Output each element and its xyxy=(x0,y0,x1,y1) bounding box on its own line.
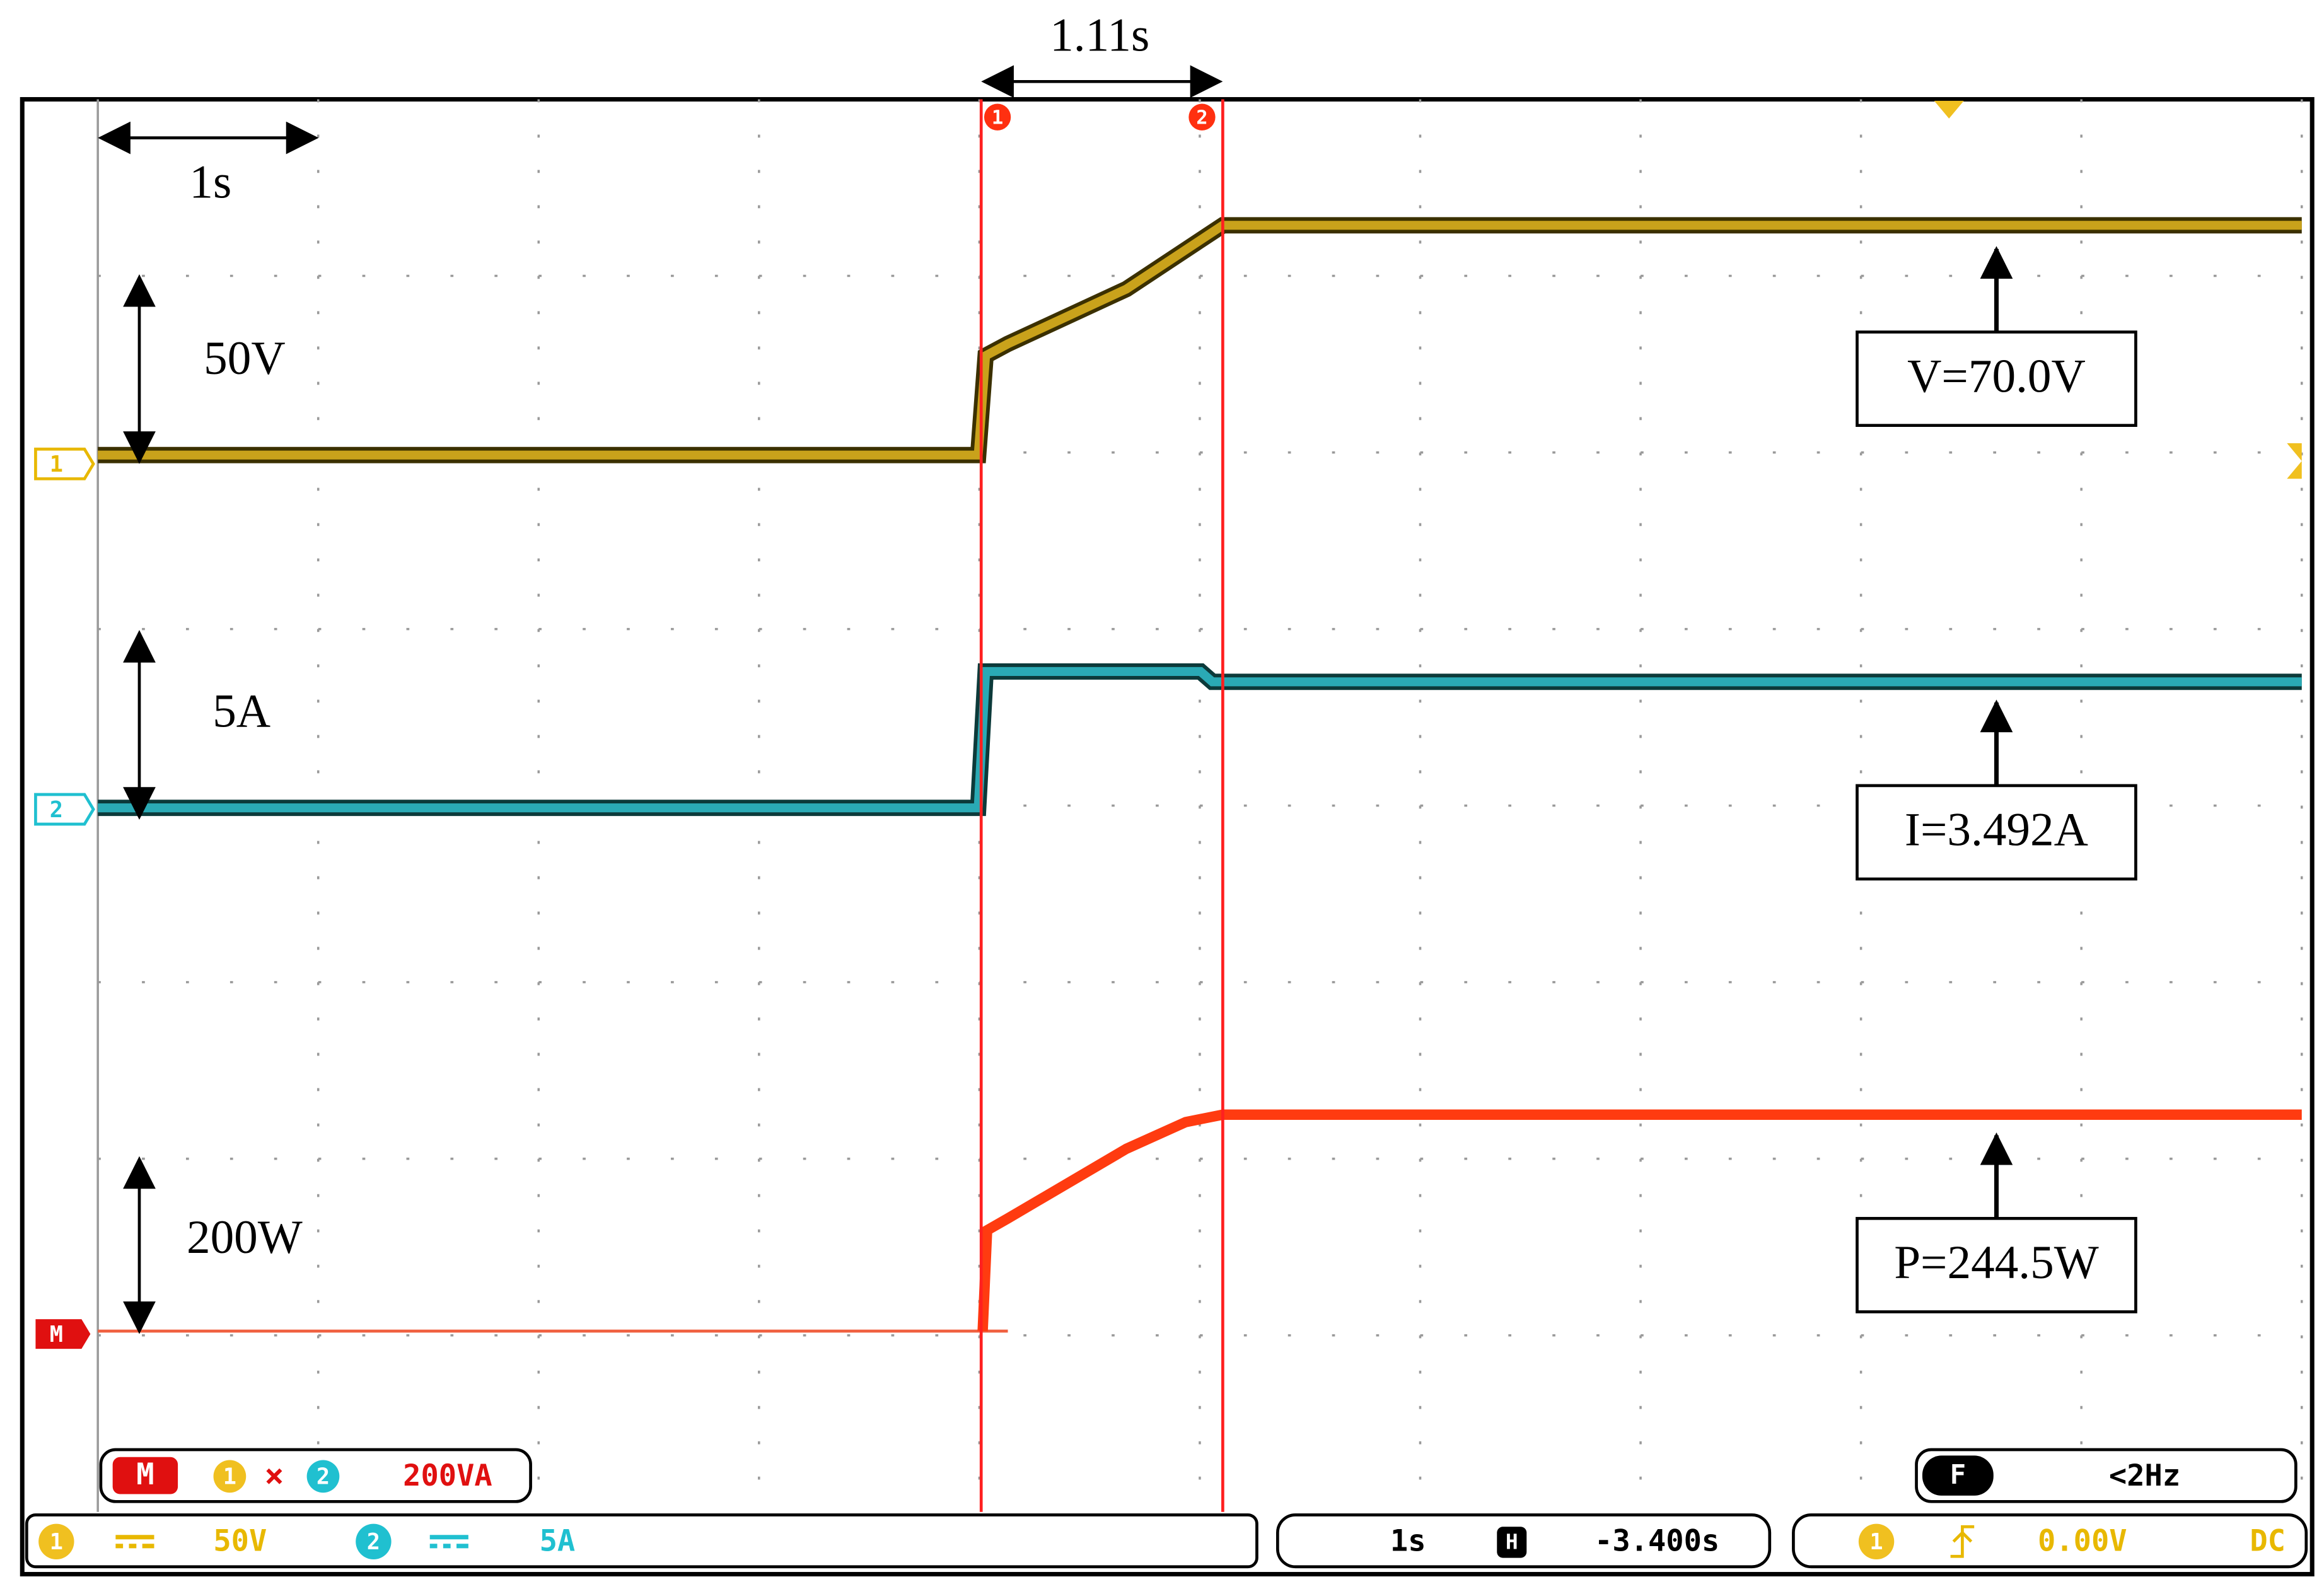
math-badge xyxy=(112,1457,178,1494)
channel-badge xyxy=(1858,1523,1895,1559)
math-scale: 200VA xyxy=(403,1458,492,1493)
channel-marker: M xyxy=(50,1322,63,1347)
timebase: 1s xyxy=(1390,1524,1426,1559)
status-channel: 2 xyxy=(367,1529,380,1555)
math-source: 1 xyxy=(223,1464,236,1490)
channel-marker-box xyxy=(34,793,95,826)
horizontal-badge xyxy=(1497,1527,1527,1558)
measurement: P=244.5W xyxy=(1894,1237,2099,1289)
channel-badge xyxy=(356,1523,392,1559)
horizontal-position: -3.400s xyxy=(1595,1524,1719,1559)
status-channel: 1 xyxy=(50,1529,63,1555)
measurement: V=70.0V xyxy=(1907,350,2086,402)
trigger-status-box xyxy=(1792,1513,2308,1569)
trigger-source: 1 xyxy=(1869,1529,1883,1555)
measurement: I=3.492A xyxy=(1905,804,2088,856)
trigger-badge xyxy=(1922,1455,1994,1496)
cursor-label: 1 xyxy=(992,107,1003,129)
cursor-badge xyxy=(1188,103,1216,131)
trigger-label: F xyxy=(1950,1459,1966,1490)
channel-status-box xyxy=(25,1513,1258,1569)
measurement-box xyxy=(1856,784,2137,881)
cursor-span: 1.11s xyxy=(1050,9,1149,62)
trigger-readout-box xyxy=(1915,1448,2298,1503)
measurement-box xyxy=(1856,330,2137,428)
voltage-scale: 50V xyxy=(204,332,286,385)
trigger-level: 0.00V xyxy=(2038,1524,2127,1559)
trigger-level-marker xyxy=(2287,443,2302,479)
cursor-badge xyxy=(984,103,1011,131)
trigger-frequency: <2Hz xyxy=(2109,1458,2180,1493)
measurement-box xyxy=(1856,1216,2137,1313)
math-operator: × xyxy=(264,1457,284,1495)
source-badge xyxy=(213,1460,247,1493)
coupling: DC xyxy=(2250,1524,2286,1559)
channel-badge xyxy=(38,1523,74,1559)
trigger-marker xyxy=(1934,100,1964,119)
math-label: M xyxy=(136,1457,154,1492)
channel-marker-box xyxy=(34,447,95,480)
channel-marker: 1 xyxy=(50,451,63,477)
rising-edge-icon xyxy=(1950,1525,1975,1558)
status-scale: 50V xyxy=(213,1524,267,1559)
channel-marker: 2 xyxy=(50,797,63,823)
power-scale: 200W xyxy=(187,1211,303,1264)
horizontal-label: H xyxy=(1506,1530,1518,1554)
status-scale: 5A xyxy=(540,1524,576,1559)
source-badge xyxy=(306,1460,340,1493)
dc-coupling-icon xyxy=(115,1535,154,1549)
math-source: 2 xyxy=(317,1464,330,1490)
dc-coupling-icon xyxy=(429,1535,468,1549)
current-trace xyxy=(98,666,2302,813)
cursor-label: 2 xyxy=(1196,107,1207,129)
time-scale: 1s xyxy=(189,156,231,208)
channel-marker-box xyxy=(35,1319,91,1349)
current-scale: 5A xyxy=(212,685,270,738)
